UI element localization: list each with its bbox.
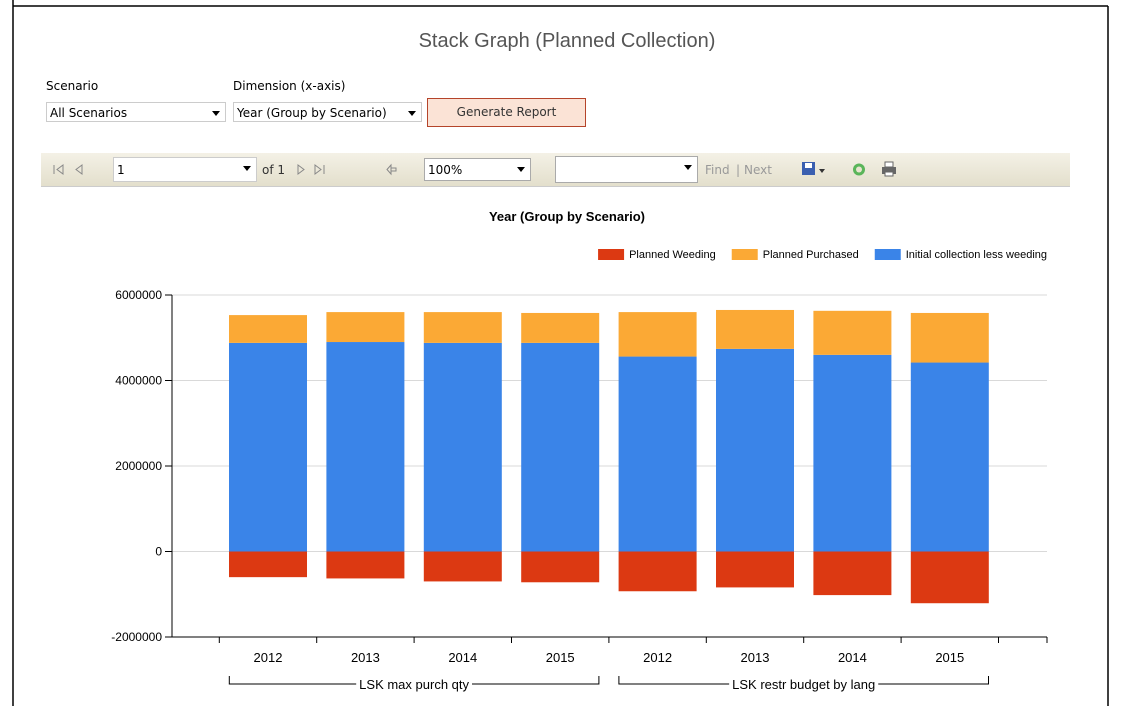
bar-segment [423, 551, 502, 582]
print-icon [882, 161, 896, 177]
bar-segment [813, 310, 892, 355]
page-title: Stack Graph (Planned Collection) [419, 30, 716, 52]
refresh-icon [853, 163, 865, 176]
chart-title: Year (Group by Scenario) [489, 209, 645, 224]
x-tick-label: 2015 [546, 650, 575, 665]
dimension-label: Dimension (x-axis) [233, 79, 346, 93]
legend-label: Planned Weeding [629, 249, 716, 261]
bar-segment [521, 342, 600, 552]
bar-segment [326, 312, 405, 343]
bar-segment [813, 551, 892, 596]
page-of: of 1 [262, 163, 286, 177]
generate-button[interactable]: Generate Report [427, 98, 586, 127]
export-icon [802, 162, 825, 175]
toolbar: 1 of 1 100% Find | Next [41, 153, 1070, 187]
separator: | [736, 163, 741, 177]
y-tick-label: 6000000 [115, 288, 162, 302]
x-tick-label: 2014 [838, 650, 867, 665]
next-link[interactable]: Next [744, 163, 772, 177]
bar-segment [813, 354, 892, 552]
toolbar-icons [53, 161, 896, 177]
y-tick-label: 2000000 [115, 459, 162, 473]
bar-segment [910, 551, 989, 604]
find-input[interactable] [555, 156, 698, 183]
legend-swatch [598, 249, 625, 260]
x-tick-label: 2012 [254, 650, 283, 665]
legend-label: Planned Purchased [763, 249, 859, 261]
group-label: LSK max purch qty [359, 677, 469, 692]
x-tick-label: 2013 [351, 650, 380, 665]
bar-segment [716, 551, 794, 588]
bar-segment [910, 362, 989, 552]
x-tick-label: 2014 [448, 650, 477, 665]
group-bracket [618, 676, 989, 685]
bar-segment [326, 342, 405, 552]
bar-segment [229, 551, 307, 578]
y-tick-label: 0 [155, 545, 162, 559]
y-tick-label: 4000000 [115, 374, 162, 388]
zoom-select[interactable]: 100% [424, 158, 531, 181]
dimension-select[interactable]: Year (Group by Scenario) [233, 102, 422, 122]
bar-segment [423, 342, 502, 552]
bar-segment [229, 315, 307, 343]
group-bracket [228, 676, 600, 685]
nav-icons [53, 163, 397, 176]
bar-segment [326, 551, 405, 579]
x-tick-label: 2015 [935, 650, 964, 665]
bar-segment [521, 312, 600, 343]
bar-segment [910, 312, 989, 363]
page-input[interactable]: 1 [113, 157, 257, 182]
scenario-select[interactable]: All Scenarios [46, 102, 226, 122]
bar-segment [229, 342, 307, 552]
x-tick-label: 2012 [643, 650, 672, 665]
scenario-label: Scenario [46, 79, 99, 93]
bar-segment [618, 312, 697, 357]
bar-segment [716, 309, 794, 349]
bar-segment [423, 312, 502, 343]
find-link[interactable]: Find [705, 163, 730, 177]
bar-segment [618, 356, 697, 552]
legend-label: Initial collection less weeding [906, 249, 1047, 261]
bar-segment [716, 348, 794, 552]
bar-segment [521, 551, 600, 583]
legend-swatch [731, 249, 758, 260]
group-label: LSK restr budget by lang [732, 677, 875, 692]
y-tick-label: -2000000 [111, 630, 162, 644]
bar-segment [618, 551, 697, 592]
x-tick-label: 2013 [741, 650, 770, 665]
legend-swatch [874, 249, 901, 260]
